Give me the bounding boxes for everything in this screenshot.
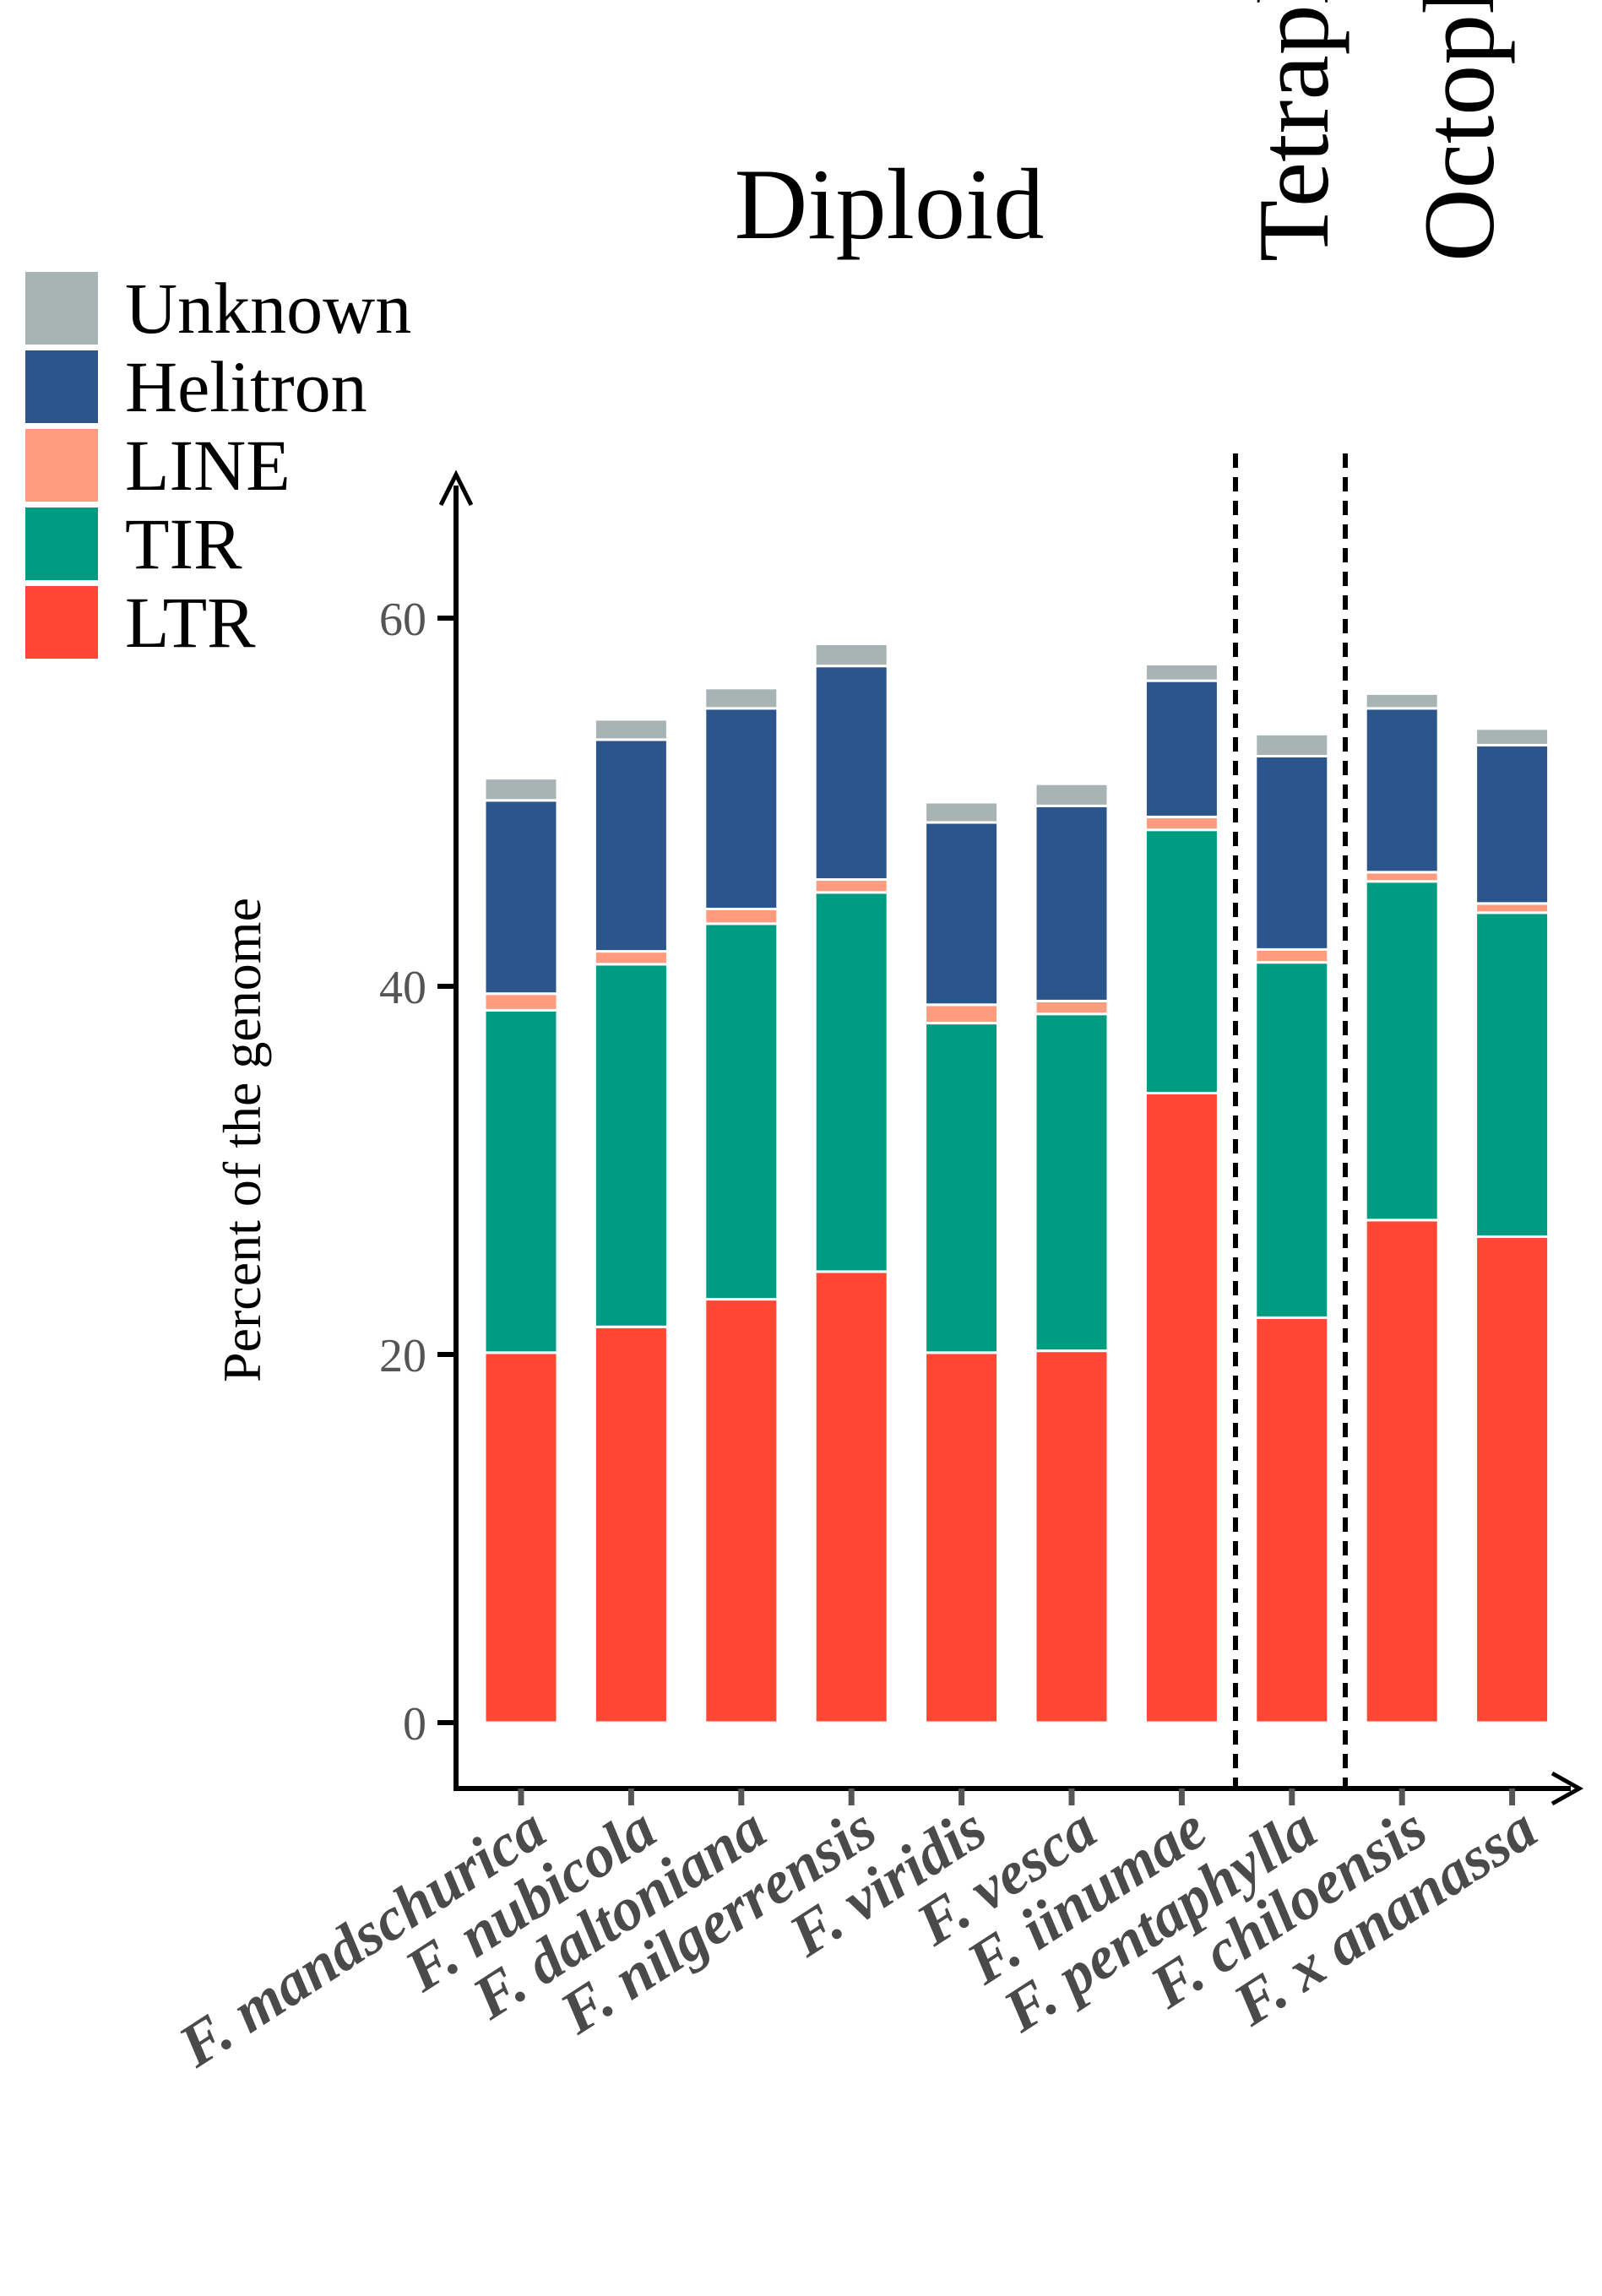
bar-segment-unknown (703, 687, 779, 710)
legend-label-line: LINE (125, 425, 291, 506)
bar-segment-helitron (1143, 679, 1219, 818)
bar-segment-helitron (1034, 804, 1110, 1002)
legend-swatch-line (25, 429, 98, 502)
bar-segment-helitron (924, 821, 1000, 1007)
bar-segment-helitron (813, 665, 889, 882)
bar-segment-ltr (483, 1351, 559, 1724)
bar-segment-ltr (1364, 1219, 1440, 1724)
stacked-bars (483, 643, 1550, 1724)
bar-segment-ltr (1034, 1349, 1110, 1724)
bar-segment-line (703, 907, 779, 925)
bar-segment-ltr (813, 1270, 889, 1724)
bar-segment-tir (593, 963, 669, 1328)
bar-segment-line (593, 950, 669, 966)
y-tick-label: 0 (403, 1698, 426, 1750)
bar-segment-unknown (483, 777, 559, 802)
bar-segment-tir (1254, 961, 1330, 1319)
bar-segment-tir (924, 1022, 1000, 1354)
bar-segment-ltr (703, 1298, 779, 1724)
bar-segment-helitron (1474, 743, 1550, 905)
bar-segment-helitron (703, 707, 779, 910)
bar-segment-line (1034, 999, 1110, 1016)
bar-segment-helitron (1364, 707, 1440, 874)
bar-segment-unknown (813, 643, 889, 668)
y-tick-label: 60 (379, 594, 426, 646)
y-tick-label: 20 (379, 1330, 426, 1382)
bar-segment-unknown (1474, 727, 1550, 746)
bar-segment-tir (1143, 828, 1219, 1094)
bar-segment-tir (703, 922, 779, 1301)
bar-segment-tir (1474, 911, 1550, 1238)
bar-segment-helitron (1254, 755, 1330, 951)
legend-swatch-ltr (25, 586, 98, 659)
bar-segment-unknown (1254, 732, 1330, 758)
legend-label-unknown: Unknown (125, 268, 411, 349)
bar-segment-unknown (593, 718, 669, 741)
x-axis-arrow (1550, 1771, 1584, 1806)
legend-label-tir: TIR (125, 503, 242, 584)
y-axis-arrow (438, 470, 474, 507)
bar-segment-unknown (1143, 663, 1219, 682)
bar-segment-line (813, 878, 889, 894)
bar-segment-ltr (1143, 1091, 1219, 1724)
legend-swatch-unknown (25, 272, 98, 345)
legend-label-helitron: Helitron (125, 346, 367, 427)
bar-segment-line (483, 992, 559, 1012)
bar-segment-unknown (1034, 782, 1110, 807)
group-label-tetraploid: Tetraploid (1237, 0, 1349, 262)
group-label-octoploid: Octoploid (1403, 0, 1515, 262)
bar-segment-line (924, 1003, 1000, 1025)
bar-segment-tir (813, 891, 889, 1273)
y-axis-title: Percent of the genome (212, 898, 272, 1382)
bar-segment-ltr (924, 1351, 1000, 1724)
bar-segment-unknown (924, 801, 1000, 824)
legend-swatch-tir (25, 508, 98, 580)
bar-segment-ltr (1474, 1235, 1550, 1724)
bar-segment-line (1364, 871, 1440, 883)
bar-segment-unknown (1364, 692, 1440, 710)
bar-segment-line (1143, 815, 1219, 832)
bar-segment-tir (483, 1008, 559, 1354)
y-tick-label: 40 (379, 962, 426, 1014)
bar-segment-ltr (1254, 1316, 1330, 1724)
bar-segment-helitron (593, 738, 669, 953)
bar-segment-line (1474, 902, 1550, 915)
bar-segment-tir (1364, 880, 1440, 1222)
bar-segment-line (1254, 947, 1330, 964)
bar-segment-helitron (483, 799, 559, 996)
legend-label-ltr: LTR (125, 582, 256, 663)
group-label-diploid: Diploid (735, 148, 1045, 260)
y-ticks: 0 20 40 60 (379, 594, 456, 1750)
legend-swatch-helitron (25, 350, 98, 423)
bar-segment-ltr (593, 1325, 669, 1724)
bar-segment-tir (1034, 1012, 1110, 1353)
